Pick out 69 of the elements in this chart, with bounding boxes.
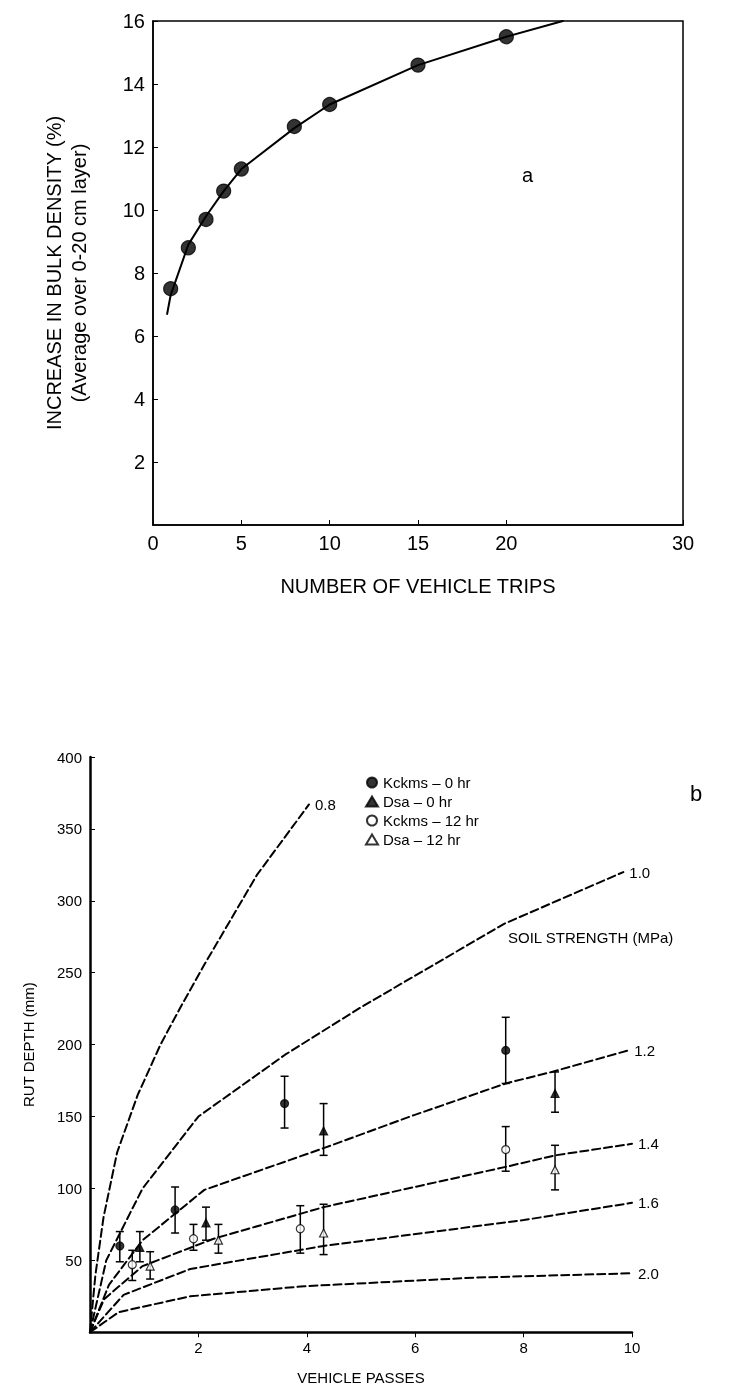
y-tick-label: 12 xyxy=(122,136,145,158)
legend-label: Dsa – 12 hr xyxy=(383,831,461,848)
point xyxy=(127,1260,137,1270)
point xyxy=(501,1145,511,1155)
point xyxy=(295,1224,305,1234)
annotation: SOIL STRENGTH (MPa) xyxy=(508,929,674,946)
legend-label: Dsa – 0 hr xyxy=(383,793,453,810)
y-tick-label: 8 xyxy=(133,262,145,284)
series-label: 1.4 xyxy=(638,1135,659,1153)
y-tick-label: 150 xyxy=(56,1108,82,1126)
point xyxy=(410,57,426,73)
y-tick-label: 100 xyxy=(56,1179,82,1197)
series-label: 1.2 xyxy=(634,1041,656,1059)
x-tick-label: 15 xyxy=(406,532,430,554)
point xyxy=(213,1235,224,1245)
x-tick-label: 10 xyxy=(623,1339,641,1357)
x-tick-label: 4 xyxy=(302,1339,311,1357)
point xyxy=(319,1228,329,1238)
point xyxy=(501,1045,511,1055)
y-tick-label: 200 xyxy=(56,1036,82,1054)
y-tick-label: 300 xyxy=(56,892,82,910)
y-tick-label: 400 xyxy=(56,748,82,766)
point xyxy=(201,1218,211,1228)
point xyxy=(286,118,302,135)
point xyxy=(170,1205,180,1215)
y-tick-label: 10 xyxy=(122,199,145,221)
y-tick-label: 2 xyxy=(133,451,145,473)
x-tick-label: 20 xyxy=(495,532,518,554)
y-tick-label: 16 xyxy=(122,10,145,32)
point xyxy=(163,281,179,297)
point xyxy=(216,183,232,199)
y-tick-label: 6 xyxy=(133,325,145,347)
point xyxy=(135,1242,145,1252)
y-tick-label: 50 xyxy=(65,1251,82,1269)
point xyxy=(550,1088,560,1099)
point xyxy=(322,96,338,113)
point xyxy=(498,29,514,45)
x-tick-label: 6 xyxy=(411,1339,420,1357)
annotation: a xyxy=(522,164,534,186)
y-tick-label: 250 xyxy=(56,964,82,982)
point xyxy=(279,1098,290,1109)
x-tick-label: 2 xyxy=(194,1339,203,1357)
x-tick-label: 30 xyxy=(671,532,695,554)
x-tick-label: 5 xyxy=(235,532,247,554)
y-axis-title: RUT DEPTH (mm) xyxy=(20,982,38,1107)
x-tick-label: 10 xyxy=(318,532,341,554)
point xyxy=(198,211,214,228)
x-axis-title: NUMBER OF VEHICLE TRIPS xyxy=(280,574,556,597)
x-tick-label: 0 xyxy=(147,532,159,554)
y-axis-title: INCREASE IN BULK DENSITY (%) (Average over 0-20 cm layer) xyxy=(42,115,90,431)
y-tick-label: 4 xyxy=(133,388,145,410)
point xyxy=(188,1234,199,1244)
y-tick-label: 14 xyxy=(122,73,145,95)
point xyxy=(233,161,249,177)
series-label: 1.6 xyxy=(638,1194,659,1212)
y-tick-label: 350 xyxy=(56,820,82,838)
legend-label: Kckms – 0 hr xyxy=(383,774,471,791)
point xyxy=(550,1165,560,1175)
text: b xyxy=(690,780,703,806)
point xyxy=(319,1126,329,1136)
series-label: 1.0 xyxy=(629,863,651,881)
series-label: 0.8 xyxy=(314,795,336,813)
point xyxy=(180,240,196,256)
point xyxy=(115,1241,125,1251)
x-tick-label: 8 xyxy=(519,1339,528,1357)
x-axis-title: VEHICLE PASSES xyxy=(297,1369,425,1387)
point xyxy=(145,1261,155,1271)
legend-label: Kckms – 12 hr xyxy=(383,812,479,829)
series-label: 2.0 xyxy=(638,1264,659,1282)
